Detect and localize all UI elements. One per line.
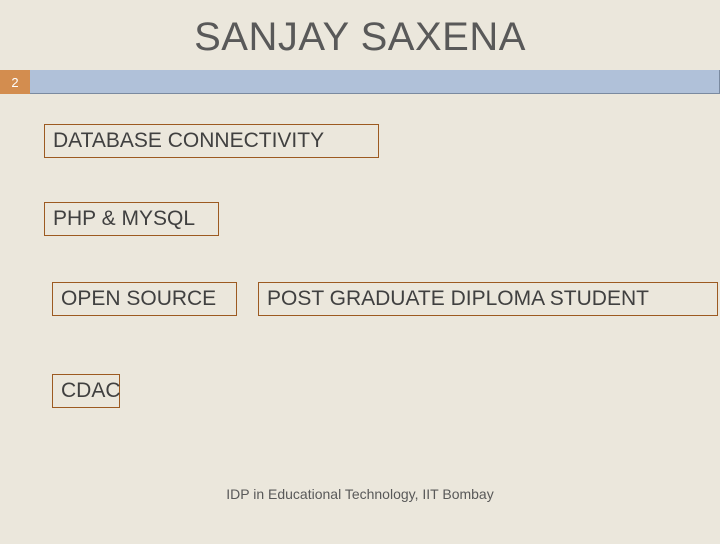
- page-number: 2: [0, 70, 30, 94]
- box-pgd-student: POST GRADUATE DIPLOMA STUDENT: [258, 282, 718, 316]
- slide-title: SANJAY SAXENA: [0, 0, 720, 60]
- box-open-source: OPEN SOURCE: [52, 282, 237, 316]
- box-cdac: CDAC: [52, 374, 120, 408]
- header-bar: 2: [0, 70, 720, 94]
- footer-text: IDP in Educational Technology, IIT Bomba…: [0, 486, 720, 502]
- content-area: DATABASE CONNECTIVITY PHP & MYSQL OPEN S…: [0, 94, 720, 544]
- box-php-mysql: PHP & MYSQL: [44, 202, 219, 236]
- box-database-connectivity: DATABASE CONNECTIVITY: [44, 124, 379, 158]
- header-blue-bar: [30, 70, 720, 94]
